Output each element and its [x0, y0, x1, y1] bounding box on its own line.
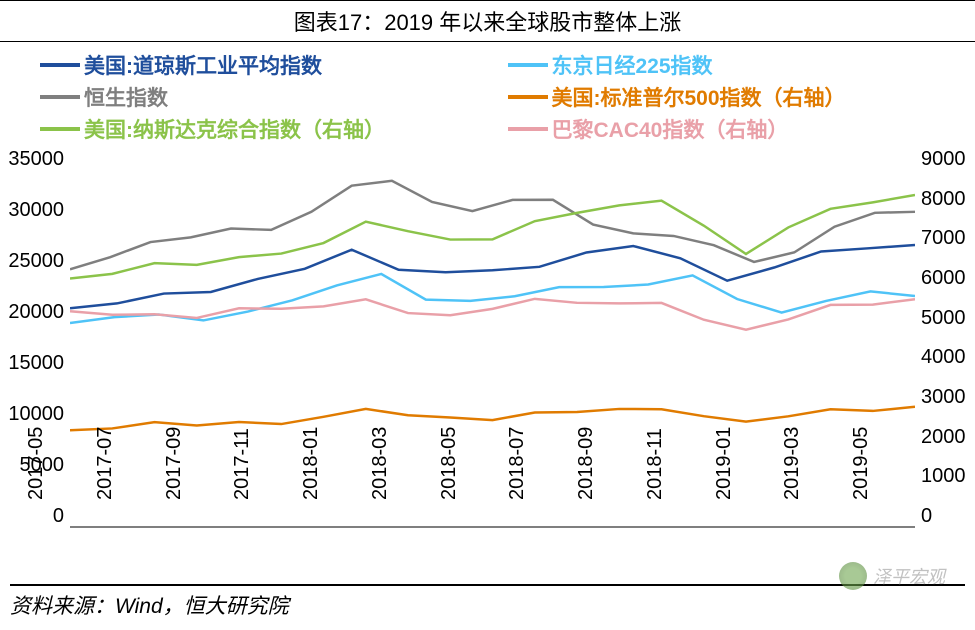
legend-swatch	[508, 127, 548, 131]
y-left-tick: 25000	[0, 250, 64, 273]
legend-item: 恒生指数	[40, 82, 488, 112]
legend-label: 美国:道琼斯工业平均指数	[84, 50, 322, 80]
series-line	[70, 181, 915, 270]
legend-swatch	[508, 63, 548, 67]
y-right-tick: 3000	[921, 386, 975, 409]
legend-swatch	[40, 63, 80, 67]
y-right-tick: 7000	[921, 227, 975, 250]
x-axis: 2017-052017-072017-092017-112018-012018-…	[70, 395, 915, 505]
series-line	[70, 299, 915, 330]
chart-title: 图表17：2019 年以来全球股市整体上涨	[0, 0, 975, 42]
y-left-tick: 15000	[0, 352, 64, 375]
legend-item: 美国:纳斯达克综合指数（右轴）	[40, 114, 488, 144]
legend-label: 美国:纳斯达克综合指数（右轴）	[84, 114, 385, 144]
legend-swatch	[40, 95, 80, 99]
y-right-tick: 2000	[921, 426, 975, 449]
legend-item: 美国:道琼斯工业平均指数	[40, 50, 488, 80]
watermark-text: 泽平宏观	[873, 563, 945, 589]
y-left-tick: 0	[0, 505, 64, 528]
legend-label: 美国:标准普尔500指数（右轴）	[552, 82, 846, 112]
series-line	[70, 274, 915, 323]
legend-label: 巴黎CAC40指数（右轴）	[552, 114, 789, 144]
y-right-tick: 8000	[921, 188, 975, 211]
source-footer: 资料来源：Wind，恒大研究院 泽平宏观	[10, 584, 965, 620]
legend-swatch	[508, 95, 548, 99]
legend-item: 巴黎CAC40指数（右轴）	[508, 114, 956, 144]
y-right-tick: 5000	[921, 307, 975, 330]
y-right-tick: 0	[921, 505, 975, 528]
chart-figure: 图表17：2019 年以来全球股市整体上涨 美国:道琼斯工业平均指数 东京日经22…	[0, 0, 975, 630]
y-left-tick: 35000	[0, 148, 64, 171]
x-tick: 2019-05	[850, 480, 960, 500]
legend-item: 东京日经225指数	[508, 50, 956, 80]
y-left-tick: 10000	[0, 403, 64, 426]
y-axis-right: 9000800070006000500040003000200010000	[915, 148, 975, 528]
legend-label: 恒生指数	[84, 82, 168, 112]
y-right-tick: 4000	[921, 346, 975, 369]
legend-item: 美国:标准普尔500指数（右轴）	[508, 82, 956, 112]
watermark: 泽平宏观	[839, 562, 945, 590]
y-right-tick: 9000	[921, 148, 975, 171]
legend-swatch	[40, 127, 80, 131]
legend: 美国:道琼斯工业平均指数 东京日经225指数恒生指数 美国:标准普尔500指数（右轴…	[0, 42, 975, 148]
legend-label: 东京日经225指数	[552, 50, 713, 80]
wechat-icon	[839, 562, 867, 590]
y-left-tick: 30000	[0, 199, 64, 222]
y-left-tick: 20000	[0, 301, 64, 324]
source-text: 资料来源：Wind，恒大研究院	[10, 595, 289, 618]
y-right-tick: 6000	[921, 267, 975, 290]
